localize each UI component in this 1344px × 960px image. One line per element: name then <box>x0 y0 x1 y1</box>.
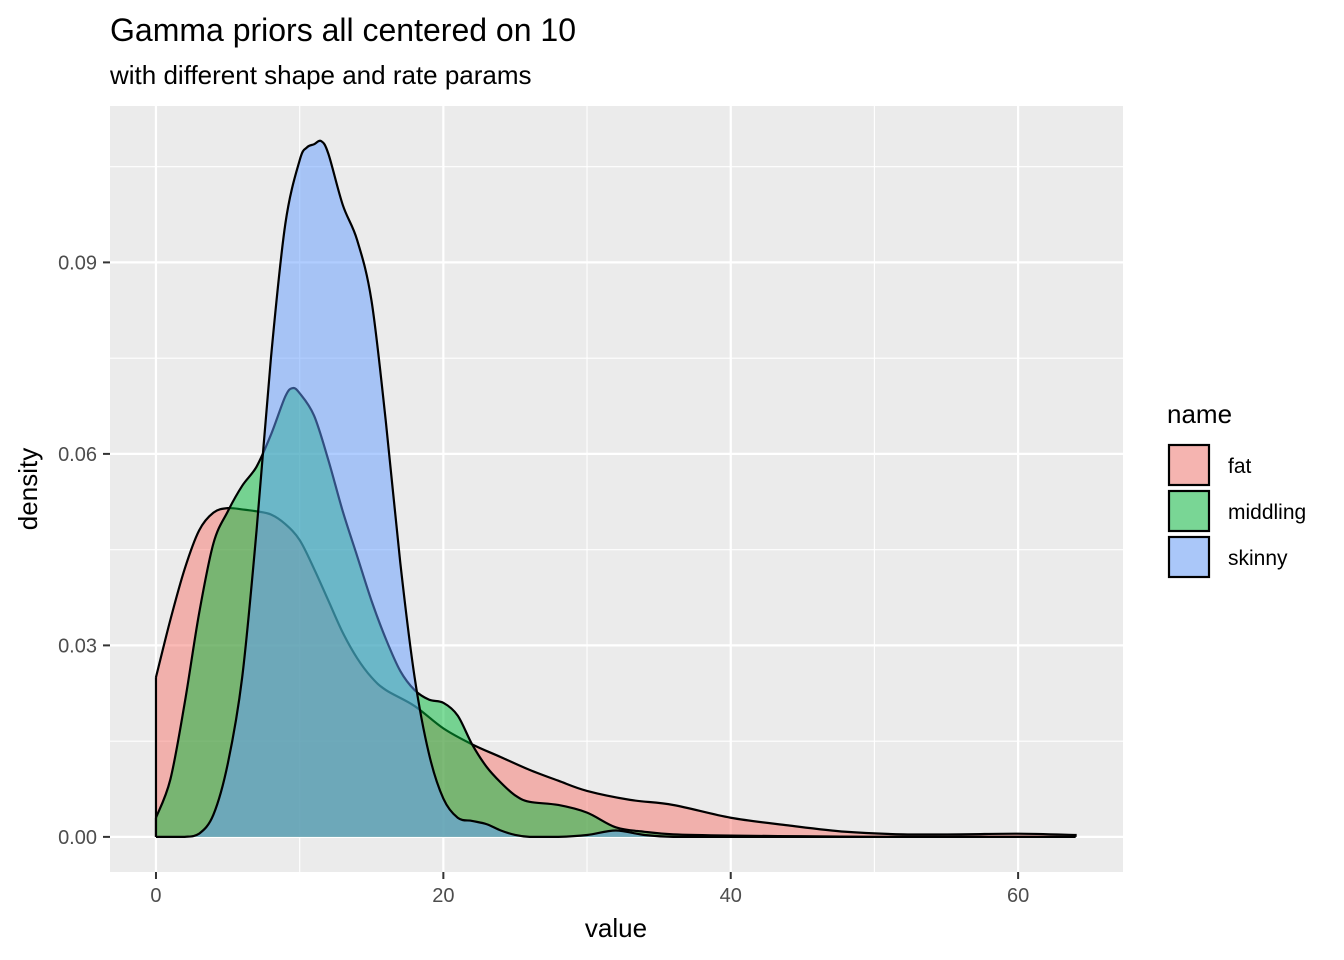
x-tick-label: 60 <box>1007 885 1029 907</box>
x-axis: 0 20 40 60 <box>150 872 1029 907</box>
y-axis: 0.00 0.03 0.06 0.09 <box>58 252 110 849</box>
x-tick-label: 20 <box>432 885 454 907</box>
density-outline-skinny <box>155 139 1076 838</box>
x-axis-title: value <box>585 913 647 943</box>
y-tick-label: 0.03 <box>58 635 97 657</box>
legend-title: name <box>1167 399 1232 429</box>
density-areas <box>154 139 1077 838</box>
legend-swatch-fat <box>1167 443 1211 487</box>
y-axis-title: density <box>13 448 43 530</box>
y-tick-label: 0.06 <box>58 444 97 466</box>
legend-label-middling: middling <box>1228 501 1306 524</box>
x-tick-label: 0 <box>150 885 161 907</box>
density-area-skinny <box>155 140 1076 837</box>
legend-swatch-skinny <box>1167 535 1211 579</box>
legend-swatch-middling <box>1167 489 1211 533</box>
legend: name fat middling skinny <box>1167 399 1306 579</box>
legend-label-fat: fat <box>1228 455 1252 478</box>
x-tick-label: 40 <box>720 885 742 907</box>
y-tick-label: 0.09 <box>58 252 97 274</box>
chart-subtitle: with different shape and rate params <box>109 60 532 90</box>
chart-title: Gamma priors all centered on 10 <box>110 12 576 48</box>
legend-label-skinny: skinny <box>1228 547 1288 570</box>
y-tick-label: 0.00 <box>58 827 97 849</box>
